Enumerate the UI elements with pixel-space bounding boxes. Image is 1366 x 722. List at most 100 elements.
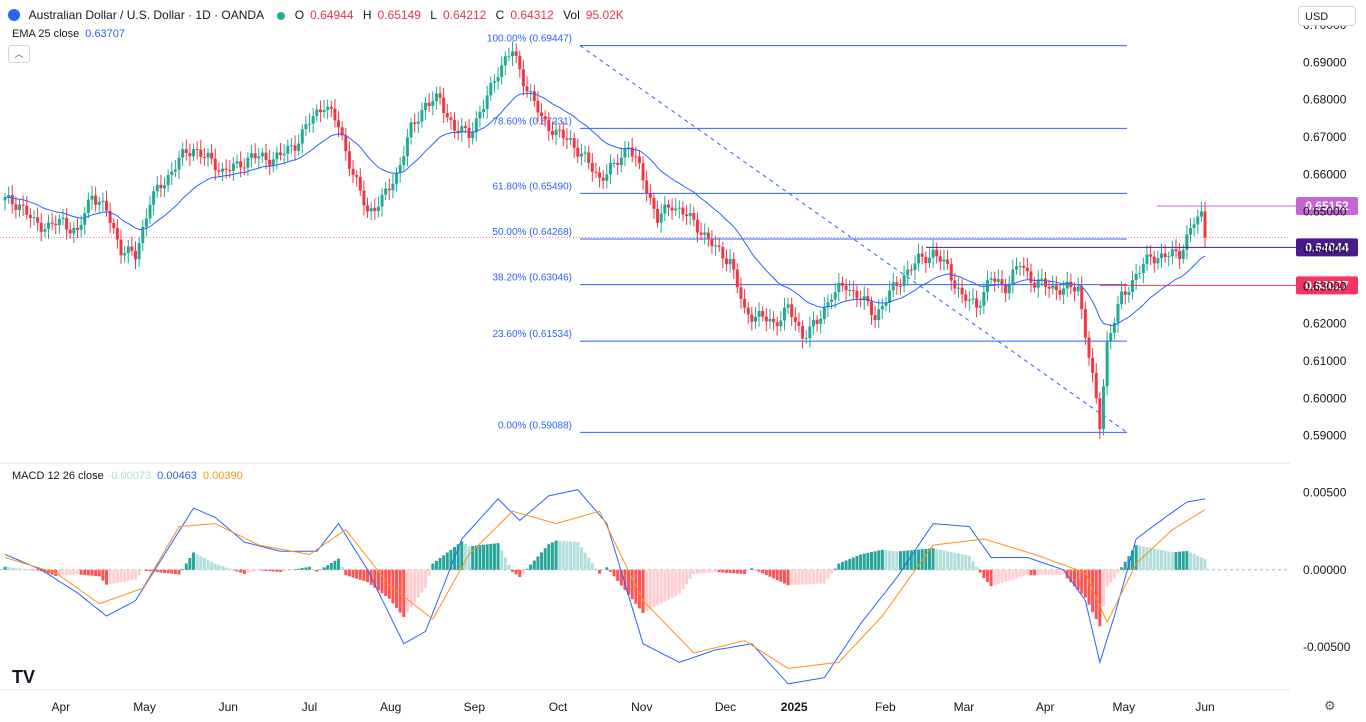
candle-body: [1029, 271, 1033, 283]
candle-body: [21, 204, 25, 206]
candle-body: [637, 156, 641, 164]
candle-body: [1181, 249, 1185, 260]
open-value: 0.64944: [310, 8, 354, 22]
macd-histogram-bar: [685, 569, 689, 585]
macd-histogram-bar: [732, 569, 736, 574]
macd-histogram-bar: [286, 569, 290, 571]
macd-histogram-bar: [405, 569, 409, 613]
macd-histogram-bar: [340, 566, 344, 570]
candle-body: [891, 282, 895, 291]
time-tick-label: Jul: [302, 700, 317, 714]
macd-histogram-bar: [268, 569, 272, 572]
candle-body: [1149, 254, 1153, 257]
macd-histogram-bar: [514, 569, 518, 575]
candle-body: [1185, 234, 1189, 250]
time-tick-label: Nov: [631, 700, 652, 714]
candle-body: [808, 326, 812, 339]
macd-histogram-bar: [811, 569, 815, 584]
candle-body: [235, 161, 239, 164]
price-tick-label: 0.59000: [1303, 429, 1347, 443]
candle-body: [931, 249, 935, 258]
candle-body: [848, 290, 852, 292]
candle-body: [496, 77, 500, 82]
macd-histogram-bar: [543, 548, 547, 570]
currency-selector[interactable]: USD: [1298, 6, 1356, 26]
macd-histogram-bar: [815, 569, 819, 584]
macd-histogram-bar: [101, 569, 105, 581]
macd-histogram-bar: [848, 559, 852, 570]
candle-body: [710, 238, 714, 247]
macd-histogram-bar: [1178, 551, 1182, 570]
macd-histogram-bar: [460, 541, 464, 570]
candle-body: [1123, 291, 1127, 295]
macd-histogram-bar: [366, 569, 370, 583]
macd-histogram-bar: [938, 549, 942, 570]
candle-body: [529, 91, 533, 93]
candle-body: [594, 171, 598, 173]
candle-body: [895, 282, 899, 286]
collapse-legend-icon[interactable]: ︿: [8, 45, 30, 63]
macd-histogram-bar: [206, 559, 210, 570]
candle-body: [112, 222, 116, 229]
macd-histogram-bar: [68, 569, 72, 575]
macd-histogram-bar: [764, 569, 768, 576]
candle-body: [32, 217, 36, 219]
macd-histogram-bar: [569, 541, 573, 570]
candle-body: [366, 205, 370, 212]
candle-body: [424, 102, 428, 110]
macd-histogram-bar: [869, 552, 873, 570]
candle-body: [3, 197, 7, 201]
candle-body: [764, 316, 768, 322]
candle-body: [409, 122, 413, 138]
macd-histogram-bar: [420, 569, 424, 593]
candle-body: [815, 319, 819, 324]
candle-body: [1062, 288, 1066, 295]
macd-histogram-bar: [271, 569, 275, 572]
macd-histogram-bar: [967, 555, 971, 570]
candle-body: [790, 304, 794, 318]
macd-histogram-bar: [641, 569, 645, 613]
macd-histogram-bar: [790, 569, 794, 586]
candle-body: [967, 299, 971, 301]
macd-histogram-bar: [1036, 569, 1040, 576]
candle-body: [206, 152, 210, 158]
macd-histogram-bar: [656, 569, 660, 606]
candle-body: [699, 232, 703, 235]
candle-body: [663, 204, 667, 214]
macd-histogram-bar: [3, 566, 7, 570]
candle-body: [188, 153, 192, 157]
price-level-tag: [1296, 276, 1358, 295]
macd-histogram-bar: [1149, 547, 1153, 570]
candle-body: [500, 65, 504, 78]
settings-icon[interactable]: ⚙: [1324, 698, 1336, 713]
candle-body: [485, 95, 489, 110]
candle-body: [1112, 322, 1116, 333]
candle-body: [837, 282, 841, 293]
candle-body: [463, 126, 467, 128]
macd-histogram-bar: [221, 566, 225, 570]
candle-body: [1101, 386, 1105, 429]
candle-body: [659, 213, 663, 223]
macd-histogram-bar: [587, 557, 591, 570]
symbol-title[interactable]: Australian Dollar / U.S. Dollar · 1D · O…: [28, 8, 265, 22]
macd-histogram-bar: [115, 569, 119, 583]
candle-body: [735, 269, 739, 288]
macd-histogram-bar: [768, 569, 772, 577]
candle-body: [938, 256, 942, 262]
candle-body: [536, 100, 540, 113]
candle-body: [1051, 285, 1055, 289]
candle-body: [246, 157, 250, 168]
macd-histogram-bar: [1188, 552, 1192, 570]
macd-legend[interactable]: MACD 12 26 close -0.00073 0.00463 0.00390: [12, 470, 243, 482]
macd-histogram-bar: [540, 552, 544, 570]
ema-legend[interactable]: EMA 25 close 0.63707: [12, 28, 125, 40]
macd-histogram-bar: [1011, 569, 1015, 580]
macd-histogram-bar: [21, 568, 25, 570]
macd-histogram-bar: [231, 569, 235, 571]
macd-histogram-bar: [202, 558, 206, 570]
macd-histogram-bar: [594, 568, 598, 570]
macd-histogram-bar: [188, 558, 192, 570]
candle-body: [14, 204, 18, 211]
macd-histogram-bar: [308, 566, 312, 570]
macd-histogram-bar: [434, 560, 438, 570]
